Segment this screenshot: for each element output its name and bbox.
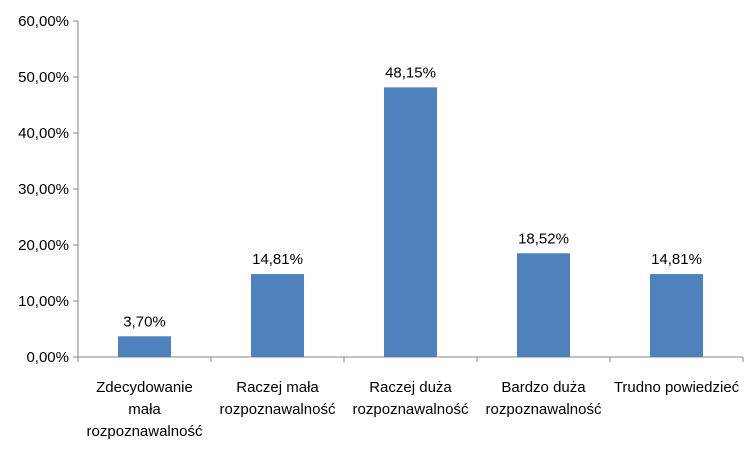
data-label: 3,70% bbox=[123, 313, 166, 330]
bars bbox=[118, 87, 703, 358]
bar bbox=[118, 336, 171, 357]
y-tick-label: 10,00% bbox=[18, 293, 69, 310]
y-tick-label: 0,00% bbox=[26, 349, 69, 366]
bar bbox=[650, 274, 703, 357]
category-label: rozpoznawalność bbox=[486, 401, 602, 418]
category-label: Trudno powiedzieć bbox=[614, 379, 740, 396]
y-tick-label: 50,00% bbox=[18, 69, 69, 86]
data-label: 48,15% bbox=[385, 64, 436, 81]
category-label: mała bbox=[128, 401, 161, 418]
y-tick-label: 60,00% bbox=[18, 13, 69, 30]
category-label: Raczej duża bbox=[369, 379, 452, 396]
category-label: rozpoznawalność bbox=[220, 401, 336, 418]
category-label: Raczej mała bbox=[236, 379, 319, 396]
x-axis-labels: Zdecydowanie mała rozpoznawalność Raczej ma… bbox=[87, 379, 740, 440]
data-label: 14,81% bbox=[651, 251, 702, 268]
bar bbox=[517, 253, 570, 357]
category-label: Bardzo duża bbox=[501, 379, 586, 396]
bar bbox=[251, 274, 304, 357]
y-axis-ticks: 0,00% 10,00% 20,00% 30,00% 40,00% 50,00% 60,00… bbox=[18, 13, 78, 366]
data-label: 18,52% bbox=[518, 230, 569, 247]
category-label: Zdecydowanie bbox=[96, 379, 193, 396]
category-label: rozpoznawalność bbox=[353, 401, 469, 418]
y-tick-label: 20,00% bbox=[18, 237, 69, 254]
bar bbox=[384, 87, 437, 358]
y-tick-label: 40,00% bbox=[18, 125, 69, 142]
data-label: 14,81% bbox=[252, 251, 303, 268]
y-tick-label: 30,00% bbox=[18, 181, 69, 198]
data-labels: 3,70% 14,81% 48,15% 18,52% 14,81% bbox=[123, 64, 702, 330]
category-label: rozpoznawalność bbox=[87, 423, 203, 440]
